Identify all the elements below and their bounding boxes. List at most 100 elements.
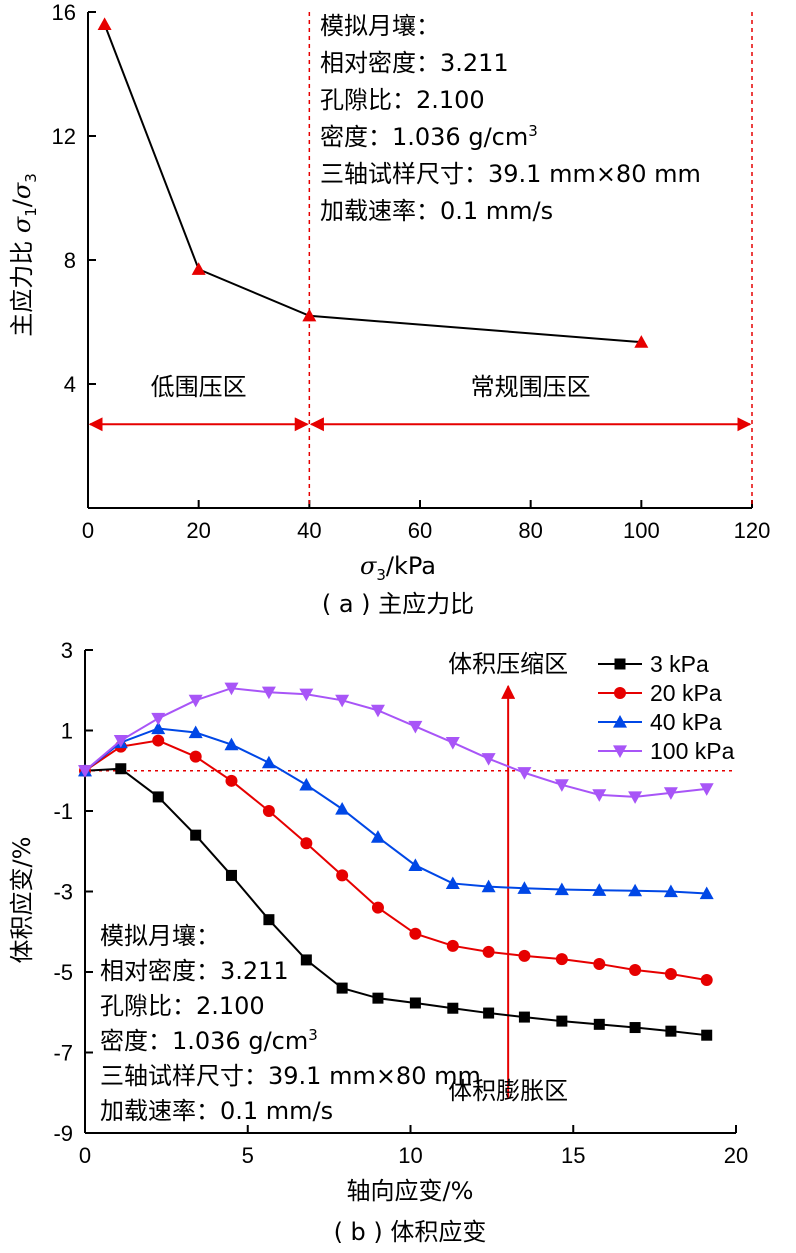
chart-b-annotation-line: 三轴试样尺寸：39.1 mm×80 mm: [100, 1062, 481, 1090]
chart-b-point: [481, 753, 496, 766]
chart-b-point: [446, 939, 459, 952]
chart-a-series: [97, 17, 649, 348]
chart-a-x-tick-label: 20: [186, 518, 210, 543]
chart-a-y-tick-label: 12: [52, 124, 76, 149]
chart-b-point: [370, 704, 385, 718]
chart-b-x-tick-label: 20: [724, 1143, 748, 1168]
chart-b-y-tick-label: -3: [53, 880, 73, 905]
chart-a-point: [634, 335, 649, 348]
chart-b-annotation-line: 相对密度：3.211: [100, 957, 289, 985]
chart-b-x-tick-label: 0: [79, 1143, 91, 1168]
chart-b-legend-marker: [613, 745, 627, 758]
chart-b-point: [299, 688, 314, 702]
chart-b-point: [370, 830, 385, 843]
chart-a-x-tick-label: 40: [297, 518, 321, 543]
chart-a-caption: ( a ) 主应力比: [322, 590, 474, 618]
chart-b-x-tick-label: 10: [398, 1143, 422, 1168]
chart-b-point: [335, 801, 350, 815]
chart-b-x-tick-label: 15: [561, 1143, 585, 1168]
chart-b-point: [629, 963, 642, 976]
chart-b-point: [409, 927, 422, 940]
chart-b-point: [701, 1029, 713, 1041]
chart-b-ylabel: 体积应变/%: [8, 837, 36, 964]
chart-a-x-tick-label: 60: [408, 518, 432, 543]
chart-b-point: [445, 736, 460, 750]
chart-b-point: [554, 779, 569, 792]
chart-a-series-line: [103, 24, 642, 344]
chart-b-point: [592, 883, 607, 896]
chart-b-point: [555, 953, 568, 966]
chart-b-point: [224, 737, 239, 751]
chart-a-annotation-line: 相对密度：3.211: [320, 49, 509, 77]
chart-b-point: [225, 774, 238, 787]
chart-a-annotation-line: 模拟月壤：: [320, 12, 440, 40]
chart-b-point: [700, 974, 713, 987]
chart-a-annotation-line: 孔隙比：2.100: [320, 86, 485, 114]
chart-b-point: [517, 881, 532, 894]
chart-b-point: [336, 869, 349, 882]
chart-b-point: [224, 682, 239, 696]
chart-b-point: [336, 982, 348, 994]
chart-b-y-tick-label: 3: [61, 638, 73, 663]
chart-b-point: [300, 837, 313, 850]
chart-b-point: [225, 869, 237, 881]
chart-a-region-label: 低围压区: [151, 373, 247, 401]
chart-b-point: [78, 765, 92, 778]
chart-b-series: [78, 682, 714, 1041]
chart-b-point: [261, 686, 276, 700]
chart-a-annotation-line: 密度：1.036 g/cm3: [320, 122, 538, 151]
chart-b-point: [151, 721, 166, 735]
chart-b-point: [261, 755, 276, 769]
chart-b-point: [300, 954, 312, 966]
chart-b-series-line: [84, 727, 707, 895]
chart-b-point: [447, 1002, 459, 1014]
chart-b-series-line: [84, 687, 707, 798]
chart-b-annotation-line: 加载速率：0.1 mm/s: [100, 1097, 333, 1125]
chart-b-point: [665, 1025, 677, 1037]
chart-b-point: [554, 882, 569, 896]
chart-b-region-label-upper: 体积压缩区: [448, 650, 568, 678]
chart-b-point: [664, 968, 677, 981]
chart-a-axes: 0 20 40 60 80 100 120 4 8 12 16: [52, 0, 771, 543]
chart-a-point: [97, 17, 112, 30]
chart-b-annotation-line: 模拟月壤：: [100, 922, 220, 950]
chart-b-point: [518, 1011, 530, 1023]
chart-a-y-tick-label: 4: [64, 372, 76, 397]
chart-a-annotation: 模拟月壤： 相对密度：3.211 孔隙比：2.100 密度：1.036 g/cm3 三轴…: [320, 12, 701, 225]
chart-b-xlabel: 轴向应变/%: [347, 1177, 474, 1205]
chart-b-point: [335, 694, 350, 708]
chart-b-point: [371, 901, 384, 914]
chart-a-region-label: 常规围压区: [471, 373, 591, 401]
chart-a-y-tick-label: 8: [64, 248, 76, 273]
chart-b-legend-marker: [613, 715, 627, 728]
chart-b-legend-label: 40 kPa: [650, 709, 722, 735]
chart-b-point: [593, 957, 606, 970]
chart-a-annotation-line: 加载速率：0.1 mm/s: [320, 197, 553, 225]
chart-a-x-tick-label: 100: [623, 518, 660, 543]
chart-b-y-tick-label: -5: [53, 960, 73, 985]
chart-b-y-tick-label: -9: [53, 1121, 73, 1146]
chart-a-annotation-line: 三轴试样尺寸：39.1 mm×80 mm: [320, 160, 701, 188]
chart-b-point: [556, 1015, 568, 1027]
chart-b-point: [188, 694, 203, 708]
chart-b-point: [483, 1007, 495, 1019]
chart-b-point: [263, 914, 275, 926]
chart-b-point: [188, 725, 203, 739]
chart-b-legend-label: 20 kPa: [650, 680, 722, 706]
chart-b-legend-label: 3 kPa: [650, 651, 709, 677]
chart-b-point: [663, 787, 678, 800]
chart-b-point: [372, 992, 384, 1004]
chart-b-annotation-line: 孔隙比：2.100: [100, 992, 265, 1020]
chart-b-legend-label: 100 kPa: [650, 738, 735, 764]
chart-b-point: [593, 1018, 605, 1030]
chart-b-annotation: 模拟月壤： 相对密度：3.211 孔隙比：2.100 密度：1.036 g/cm3 三轴…: [100, 922, 481, 1125]
chart-b-point: [663, 884, 678, 898]
chart-b-point: [299, 777, 314, 791]
chart-a-ylabel: 主应力比 σ1/σ3: [8, 173, 40, 337]
chart-b-annotation-line: 密度：1.036 g/cm3: [100, 1026, 318, 1055]
chart-b-point: [518, 949, 531, 962]
chart-b-series-line: [84, 739, 707, 982]
chart-b-point: [408, 858, 423, 871]
chart-b-point: [482, 945, 495, 958]
